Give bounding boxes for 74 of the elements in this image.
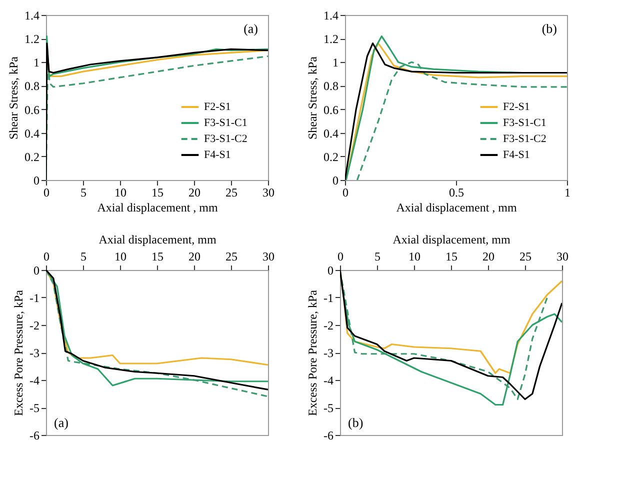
y-tick-label: 0.8 bbox=[24, 79, 40, 94]
y-tick-label: 0.4 bbox=[24, 126, 40, 140]
x-tick-label: 0.5 bbox=[449, 186, 464, 200]
x-tick-label: 30 bbox=[262, 186, 274, 200]
annotation: (b) bbox=[542, 21, 557, 36]
legend-label: F2-S1 bbox=[503, 101, 530, 113]
x-axis-title: Axial displacement , mm bbox=[396, 200, 518, 214]
legend-label: F3-S1-C2 bbox=[204, 133, 248, 145]
y-tick-label: 0 bbox=[332, 174, 338, 188]
y-tick-label: 0 bbox=[34, 174, 40, 188]
y-tick-label: -3 bbox=[30, 346, 40, 360]
y-tick-label: -5 bbox=[30, 401, 40, 415]
y-tick-label: 0 bbox=[34, 264, 40, 278]
x-tick-label: 10 bbox=[408, 250, 420, 264]
x-tick-label: 25 bbox=[520, 250, 532, 264]
x-tick-label: 30 bbox=[262, 250, 274, 264]
x-tick-label: 15 bbox=[446, 250, 458, 264]
annotation: (a) bbox=[54, 415, 68, 430]
legend-label: F4-S1 bbox=[204, 149, 231, 161]
x-axis-title: Axial displacement, mm bbox=[392, 232, 511, 246]
y-tick-label: -6 bbox=[30, 428, 40, 442]
y-tick-label: 1.2 bbox=[24, 32, 40, 46]
x-tick-label: 30 bbox=[556, 250, 568, 264]
x-tick-label: 15 bbox=[152, 186, 164, 200]
x-tick-label: 20 bbox=[188, 250, 200, 264]
y-tick-label: -3 bbox=[324, 346, 334, 360]
y-tick-label: 1.4 bbox=[324, 8, 338, 22]
y-tick-label: 1 bbox=[332, 56, 338, 70]
line-series bbox=[356, 61, 567, 180]
y-tick-label: -5 bbox=[324, 401, 334, 415]
y-tick-label: 0.6 bbox=[324, 102, 338, 117]
y-tick-label: 0 bbox=[328, 264, 334, 278]
y-tick-label: 0.2 bbox=[324, 150, 338, 164]
y-axis-title: Shear Stress, kPa bbox=[306, 56, 320, 140]
y-tick-label: -1 bbox=[324, 291, 334, 305]
legend-label: F2-S1 bbox=[204, 101, 231, 113]
legend-label: F3-S1-C2 bbox=[503, 133, 546, 145]
y-tick-label: 0.2 bbox=[24, 150, 40, 164]
x-tick-label: 15 bbox=[152, 250, 164, 264]
y-tick-label: 1 bbox=[34, 56, 40, 70]
x-tick-label: 5 bbox=[374, 250, 380, 264]
x-tick-label: 1 bbox=[564, 186, 570, 200]
y-tick-label: -4 bbox=[324, 374, 334, 388]
y-tick-label: -4 bbox=[30, 374, 40, 388]
x-axis-title: Axial displacement , mm bbox=[97, 200, 218, 214]
y-tick-label: 0.6 bbox=[24, 102, 40, 117]
y-axis-title: Excess Pore Pressure, kPa bbox=[306, 289, 320, 416]
x-tick-label: 0 bbox=[342, 186, 348, 200]
legend-label: F3-S1-C1 bbox=[503, 117, 546, 129]
annotation: (b) bbox=[348, 415, 364, 430]
x-tick-label: 10 bbox=[114, 186, 126, 200]
legend-label: F3-S1-C1 bbox=[204, 117, 248, 129]
x-tick-label: 0 bbox=[44, 250, 50, 264]
y-tick-label: -2 bbox=[30, 318, 40, 332]
x-tick-label: 5 bbox=[80, 250, 86, 264]
annotation: (a) bbox=[244, 21, 258, 36]
y-tick-label: -1 bbox=[30, 291, 40, 305]
y-tick-label: 0.8 bbox=[324, 79, 338, 94]
y-tick-label: 1.4 bbox=[24, 8, 40, 22]
x-tick-label: 25 bbox=[226, 186, 238, 200]
y-axis-title: Excess Pore Pressure, kPa bbox=[12, 289, 26, 416]
y-axis-title: Shear Stress, kPa bbox=[6, 56, 20, 140]
x-tick-label: 20 bbox=[482, 250, 494, 264]
legend-label: F4-S1 bbox=[503, 149, 530, 161]
y-tick-label: 1.2 bbox=[324, 32, 338, 46]
x-tick-label: 25 bbox=[226, 250, 238, 264]
y-tick-label: -2 bbox=[324, 318, 334, 332]
x-tick-label: 20 bbox=[188, 186, 200, 200]
y-tick-label: -6 bbox=[324, 428, 334, 442]
x-axis-title: Axial displacement, mm bbox=[98, 232, 217, 246]
x-tick-label: 10 bbox=[114, 250, 126, 264]
y-tick-label: 0.4 bbox=[324, 126, 338, 140]
x-tick-label: 5 bbox=[80, 186, 86, 200]
x-tick-label: 0 bbox=[44, 186, 50, 200]
